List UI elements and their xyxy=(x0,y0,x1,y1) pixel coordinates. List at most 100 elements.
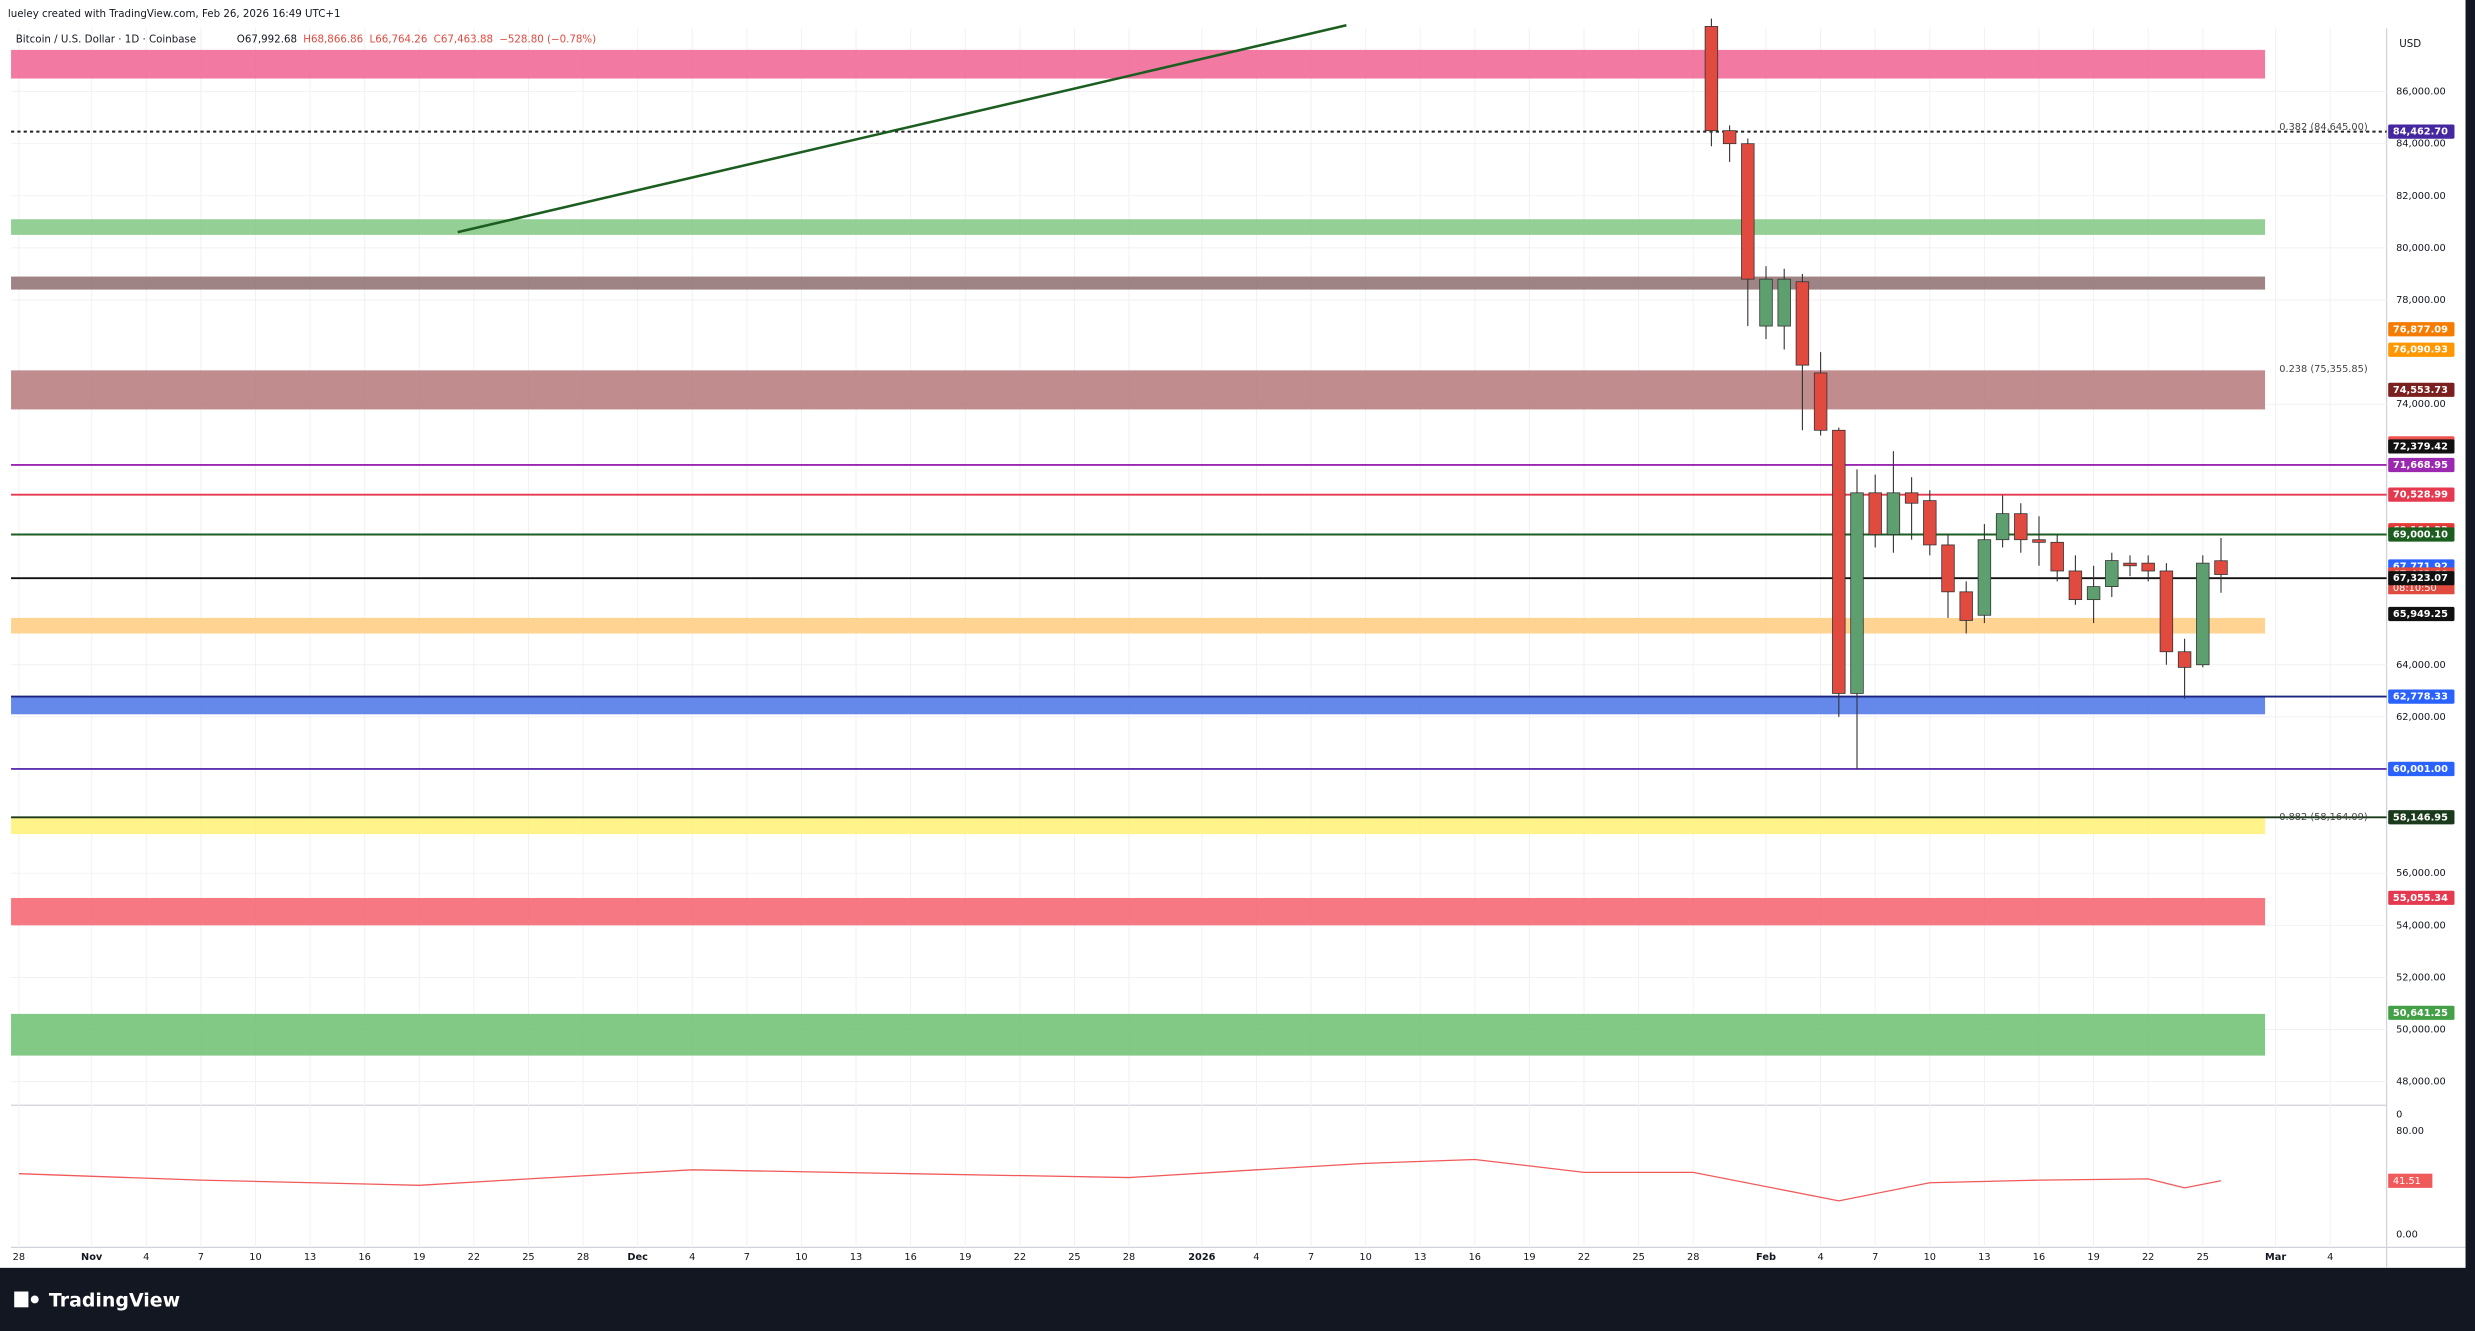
x-tick-label: 28 xyxy=(1687,1252,1699,1263)
x-tick-label: 25 xyxy=(522,1252,534,1263)
price-label-box xyxy=(2388,342,2455,357)
x-tick-label: 16 xyxy=(904,1252,916,1263)
price-label: 60,001.00 xyxy=(2393,764,2448,775)
candle-body xyxy=(1886,492,1901,535)
ohlc-label: L66,764.26 xyxy=(369,33,427,45)
price-label: 50,641.25 xyxy=(2393,1008,2448,1019)
candle-body xyxy=(1777,278,1791,327)
header: lueley created with TradingView.com, Feb… xyxy=(8,8,341,20)
candle-body xyxy=(1704,26,1719,132)
candle-body xyxy=(1759,278,1773,327)
price-label: 65,949.25 xyxy=(2393,609,2448,620)
trendline xyxy=(457,24,1347,234)
price-label: 76,090.93 xyxy=(2393,345,2448,356)
price-label-box xyxy=(2388,527,2455,542)
ohlc-label: −528.80 (−0.78%) xyxy=(499,33,596,45)
ohlc-label: O67,992.68 xyxy=(237,33,297,45)
x-tick-label: 4 xyxy=(143,1252,149,1263)
candle-body xyxy=(2050,541,2064,572)
x-tick-label: 28 xyxy=(1123,1252,1135,1263)
x-tick-label: 10 xyxy=(249,1252,261,1263)
candle-body xyxy=(1941,544,1955,593)
candle-body xyxy=(2105,560,2119,588)
x-tick-label: 4 xyxy=(2327,1252,2333,1263)
candle-body xyxy=(1995,513,2010,541)
price-label-box xyxy=(2388,322,2455,337)
candle-body xyxy=(2086,586,2101,601)
zone xyxy=(11,276,2266,290)
y-tick-label: 74,000.00 xyxy=(2396,399,2446,410)
candle-body xyxy=(1904,492,1919,504)
currency: USD xyxy=(2399,38,2421,50)
chart-area xyxy=(0,0,2466,1268)
x-tick-label: 22 xyxy=(468,1252,480,1263)
candle-body xyxy=(2141,562,2155,572)
x-tick-label: 10 xyxy=(795,1252,807,1263)
x-tick-label: 2026 xyxy=(1188,1252,1215,1263)
rsi-label: 41.51 xyxy=(2393,1176,2421,1187)
zone xyxy=(11,817,2266,835)
price-label: 69,000.10 xyxy=(2393,529,2448,540)
price-label: 62,778.33 xyxy=(2393,692,2448,703)
y-tick-label: 86,000.00 xyxy=(2396,87,2446,98)
price-label-box xyxy=(2388,810,2455,825)
countdown: 08:10:50 xyxy=(2393,583,2437,594)
x-tick-label: 13 xyxy=(1978,1252,1990,1263)
candle-body xyxy=(1741,143,1755,280)
zone xyxy=(11,370,2266,410)
rsi-tick-label: 0.00 xyxy=(2396,1229,2418,1240)
x-tick-label: 22 xyxy=(1014,1252,1026,1263)
price-label-box xyxy=(2388,439,2455,454)
candle-body xyxy=(1850,492,1864,694)
price-label: 74,553.73 xyxy=(2393,385,2448,396)
x-tick-label: 7 xyxy=(744,1252,750,1263)
candle-body xyxy=(1813,372,1828,431)
x-tick-label: Mar xyxy=(2265,1252,2286,1263)
y-tick-label: 84,000.00 xyxy=(2396,139,2446,150)
candle-body xyxy=(2068,570,2083,601)
y-tick-label: 82,000.00 xyxy=(2396,191,2446,202)
candle-body xyxy=(1959,591,1973,621)
candle-body xyxy=(1795,281,1810,366)
price-label: 67,323.07 xyxy=(2393,573,2448,584)
y-tick-label: 56,000.00 xyxy=(2396,868,2446,879)
candle-body xyxy=(1722,130,1737,145)
y-tick-label: 50,000.00 xyxy=(2396,1025,2446,1036)
x-tick-label: Nov xyxy=(81,1252,103,1263)
y-tick-label: 62,000.00 xyxy=(2396,712,2446,723)
fib-label: 0.238 (75,355.85) xyxy=(2279,364,2367,375)
ohlc-label: H68,866.86 xyxy=(303,33,363,45)
price-label: 58,146.95 xyxy=(2393,812,2448,823)
price-label: 76,877.09 xyxy=(2393,324,2448,335)
x-tick-label: 7 xyxy=(1872,1252,1878,1263)
y-tick-label: 78,000.00 xyxy=(2396,295,2446,306)
price-label-box xyxy=(2388,606,2455,622)
price-label-box xyxy=(2388,457,2455,473)
price-label-box xyxy=(2388,382,2455,397)
rsi-top-label: 0 xyxy=(2396,1110,2402,1121)
x-tick-label: 22 xyxy=(2142,1252,2154,1263)
x-tick-label: 13 xyxy=(1414,1252,1426,1263)
price-label-box xyxy=(2388,689,2455,704)
x-tick-label: 13 xyxy=(304,1252,316,1263)
chart-title: Bitcoin / U.S. Dollar · 1D · Coinbase xyxy=(16,33,196,45)
zones xyxy=(11,49,2387,1056)
y-tick-label: 54,000.00 xyxy=(2396,920,2446,931)
candle-body xyxy=(1868,492,1882,535)
logo-dot xyxy=(30,1295,39,1304)
candle-body xyxy=(2032,539,2046,543)
candle-body xyxy=(2123,562,2137,567)
logo-mark xyxy=(14,1291,29,1308)
price-label: 55,055.34 xyxy=(2393,893,2448,904)
x-tick-label: 19 xyxy=(2087,1252,2099,1263)
candle-body xyxy=(1923,500,1937,546)
candle-body xyxy=(2014,513,2028,541)
price-label-box xyxy=(2388,571,2455,586)
x-tick-label: Feb xyxy=(1756,1252,1776,1263)
candle-body xyxy=(2196,562,2210,666)
x-tick-label: 4 xyxy=(1253,1252,1259,1263)
x-tick-label: 7 xyxy=(1308,1252,1314,1263)
zone xyxy=(11,897,2266,926)
fib-label: 0.882 (58,164.09) xyxy=(2279,812,2367,823)
price-label: 70,528.99 xyxy=(2393,490,2448,501)
